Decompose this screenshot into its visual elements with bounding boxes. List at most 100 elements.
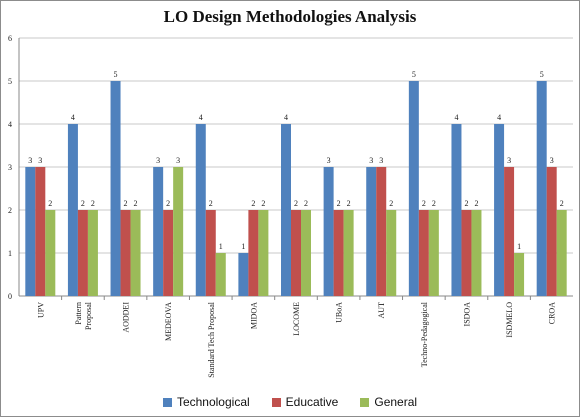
data-label: 2 [48, 199, 52, 208]
data-label: 5 [540, 70, 544, 79]
legend-item: General [360, 395, 417, 409]
category-label: Proposal [84, 301, 93, 330]
bar [110, 81, 121, 296]
chart-legend: Technological Educative General [1, 393, 579, 411]
category-label: ISDMELO [505, 302, 514, 338]
category-label: MEDEOVA [164, 302, 173, 341]
data-label: 2 [294, 199, 298, 208]
bar [87, 210, 98, 296]
legend-label: Technological [176, 395, 250, 409]
data-label: 3 [156, 156, 160, 165]
category-label: Pattern [74, 302, 83, 325]
data-label: 3 [327, 156, 331, 165]
bar [238, 253, 249, 296]
data-label: 4 [71, 113, 75, 122]
legend-item: Technological [162, 395, 250, 409]
category-label: AODDEI [122, 302, 131, 333]
y-tick-label: 1 [8, 249, 12, 258]
y-tick-label: 6 [8, 34, 12, 43]
bar [504, 167, 515, 296]
category-label: MIDOA [249, 302, 258, 329]
bar [323, 167, 334, 296]
bar [248, 210, 259, 296]
data-label: 3 [38, 156, 42, 165]
category-label: Techno-Pedagogical [420, 301, 429, 367]
bar [35, 167, 46, 296]
data-label: 2 [464, 199, 468, 208]
bar [366, 167, 377, 296]
data-label: 3 [507, 156, 511, 165]
data-label: 2 [261, 199, 265, 208]
data-label: 2 [209, 199, 213, 208]
data-label: 2 [304, 199, 308, 208]
legend-swatch [162, 397, 172, 407]
bar [205, 210, 216, 296]
bar [461, 210, 472, 296]
legend-swatch [271, 397, 281, 407]
bar [546, 167, 557, 296]
data-label: 3 [379, 156, 383, 165]
bar [195, 124, 206, 296]
data-label: 3 [369, 156, 373, 165]
data-label: 3 [550, 156, 554, 165]
data-label: 2 [91, 199, 95, 208]
data-label: 2 [251, 199, 255, 208]
bar [333, 210, 344, 296]
bar [514, 253, 525, 296]
data-label: 2 [389, 199, 393, 208]
bar [25, 167, 36, 296]
y-tick-label: 3 [8, 163, 12, 172]
data-label: 4 [199, 113, 203, 122]
y-tick-label: 0 [8, 292, 12, 301]
bar [173, 167, 184, 296]
category-label: ISDOA [462, 302, 471, 327]
bar [163, 210, 174, 296]
legend-label: General [374, 395, 418, 409]
data-label: 5 [114, 70, 118, 79]
bar [45, 210, 56, 296]
category-label: LOCOME [292, 302, 301, 336]
bar [428, 210, 439, 296]
data-label: 2 [560, 199, 564, 208]
legend-swatch [360, 397, 370, 407]
data-label: 1 [517, 242, 521, 251]
data-label: 2 [347, 199, 351, 208]
bar [120, 210, 131, 296]
bar [215, 253, 226, 296]
legend-item: Educative [271, 395, 339, 409]
bar [281, 124, 291, 296]
chart-title: LO Design Methodologies Analysis [163, 7, 417, 26]
legend-label: Educative [285, 395, 339, 409]
bar [258, 210, 269, 296]
data-label: 2 [432, 199, 436, 208]
bar [536, 81, 547, 296]
data-label: 2 [124, 199, 128, 208]
y-tick-label: 4 [8, 120, 12, 129]
bar [376, 167, 387, 296]
category-label: Standard Tech Proposal [207, 301, 216, 378]
bar [494, 124, 505, 296]
data-label: 4 [284, 113, 288, 122]
y-tick-label: 2 [8, 206, 12, 215]
data-label: 1 [219, 242, 223, 251]
data-label: 2 [337, 199, 341, 208]
bar [418, 210, 429, 296]
bar [130, 210, 141, 296]
category-label: UPV [36, 302, 45, 318]
data-label: 3 [176, 156, 180, 165]
bar [343, 210, 354, 296]
data-label: 5 [412, 70, 416, 79]
data-label: 2 [81, 199, 85, 208]
bar [471, 210, 482, 296]
data-label: 3 [28, 156, 32, 165]
data-label: 2 [134, 199, 138, 208]
bar [556, 210, 567, 296]
bar [77, 210, 88, 296]
data-label: 4 [454, 113, 458, 122]
bar [386, 210, 397, 296]
data-label: 2 [166, 199, 170, 208]
bar [67, 124, 78, 296]
data-label: 2 [474, 199, 478, 208]
